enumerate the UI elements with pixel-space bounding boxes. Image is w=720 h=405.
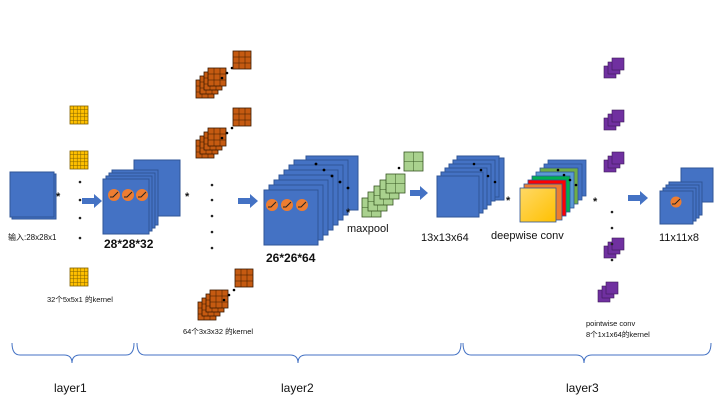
orange-kernel-group-1 xyxy=(195,50,252,99)
vertical-dots-1 xyxy=(78,180,82,240)
pointwise-label-2: 8个1x1x64的kernel xyxy=(586,329,650,339)
layer-brackets xyxy=(11,342,712,364)
out2-label: 26*26*64 xyxy=(266,251,316,265)
purple-kernel-5 xyxy=(597,281,619,303)
vertical-dots-2 xyxy=(210,183,214,250)
purple-kernel-2 xyxy=(603,109,625,131)
featuremap-11x11x8 xyxy=(659,167,714,225)
star-2: * xyxy=(185,191,190,203)
out3-label: 13x13x64 xyxy=(421,232,469,244)
diagonal-dots xyxy=(472,162,497,184)
right-arrow-icon xyxy=(238,194,258,208)
purple-kernel-1 xyxy=(603,57,625,79)
depthwise-kernel-stack xyxy=(519,159,587,223)
depthwise-label: deepwise conv xyxy=(491,230,564,242)
diagonal-dots xyxy=(314,162,350,190)
yellow-kernel-2 xyxy=(69,150,89,170)
kernel2-label: 64个3x3x32 的kernel xyxy=(183,326,253,336)
maxpool-label: maxpool xyxy=(347,223,389,235)
out4-label: 11x11x8 xyxy=(659,232,699,244)
star-1: * xyxy=(56,191,61,203)
orange-kernel-group-3 xyxy=(197,268,254,321)
kernel1-label: 32个5x5x1 的kernel xyxy=(47,294,113,304)
orange-kernel-group-2 xyxy=(195,107,252,159)
yellow-kernel-1 xyxy=(69,105,89,125)
featuremap-13x13x64 xyxy=(436,155,505,218)
purple-kernel-3 xyxy=(603,151,625,173)
relu-curve-icon xyxy=(670,196,682,208)
star-3: * xyxy=(346,207,351,219)
layer1-label: layer1 xyxy=(54,381,87,395)
featuremap-28x28x32 xyxy=(102,159,181,235)
yellow-kernel-3 xyxy=(69,267,89,287)
input-label: 输入:28x28x1 xyxy=(8,232,57,242)
layer2-label: layer2 xyxy=(281,381,314,395)
right-arrow-icon xyxy=(628,191,648,205)
purple-kernel-4 xyxy=(603,237,625,259)
layer3-label: layer3 xyxy=(566,381,599,395)
relu-curve-icon xyxy=(266,199,308,211)
star-5: * xyxy=(593,196,598,208)
right-arrow-icon xyxy=(410,186,428,200)
vertical-dots-3 xyxy=(610,210,614,262)
pointwise-label-1: pointwise conv xyxy=(586,319,635,328)
right-arrow-icon xyxy=(82,194,102,208)
relu-curve-icon xyxy=(108,189,148,201)
star-4: * xyxy=(506,195,511,207)
green-kernel-stack xyxy=(361,151,424,218)
out1-label: 28*28*32 xyxy=(104,237,154,251)
featuremap-26x26x64 xyxy=(263,155,359,246)
input-block xyxy=(9,171,57,220)
diagonal-dots xyxy=(556,168,578,187)
